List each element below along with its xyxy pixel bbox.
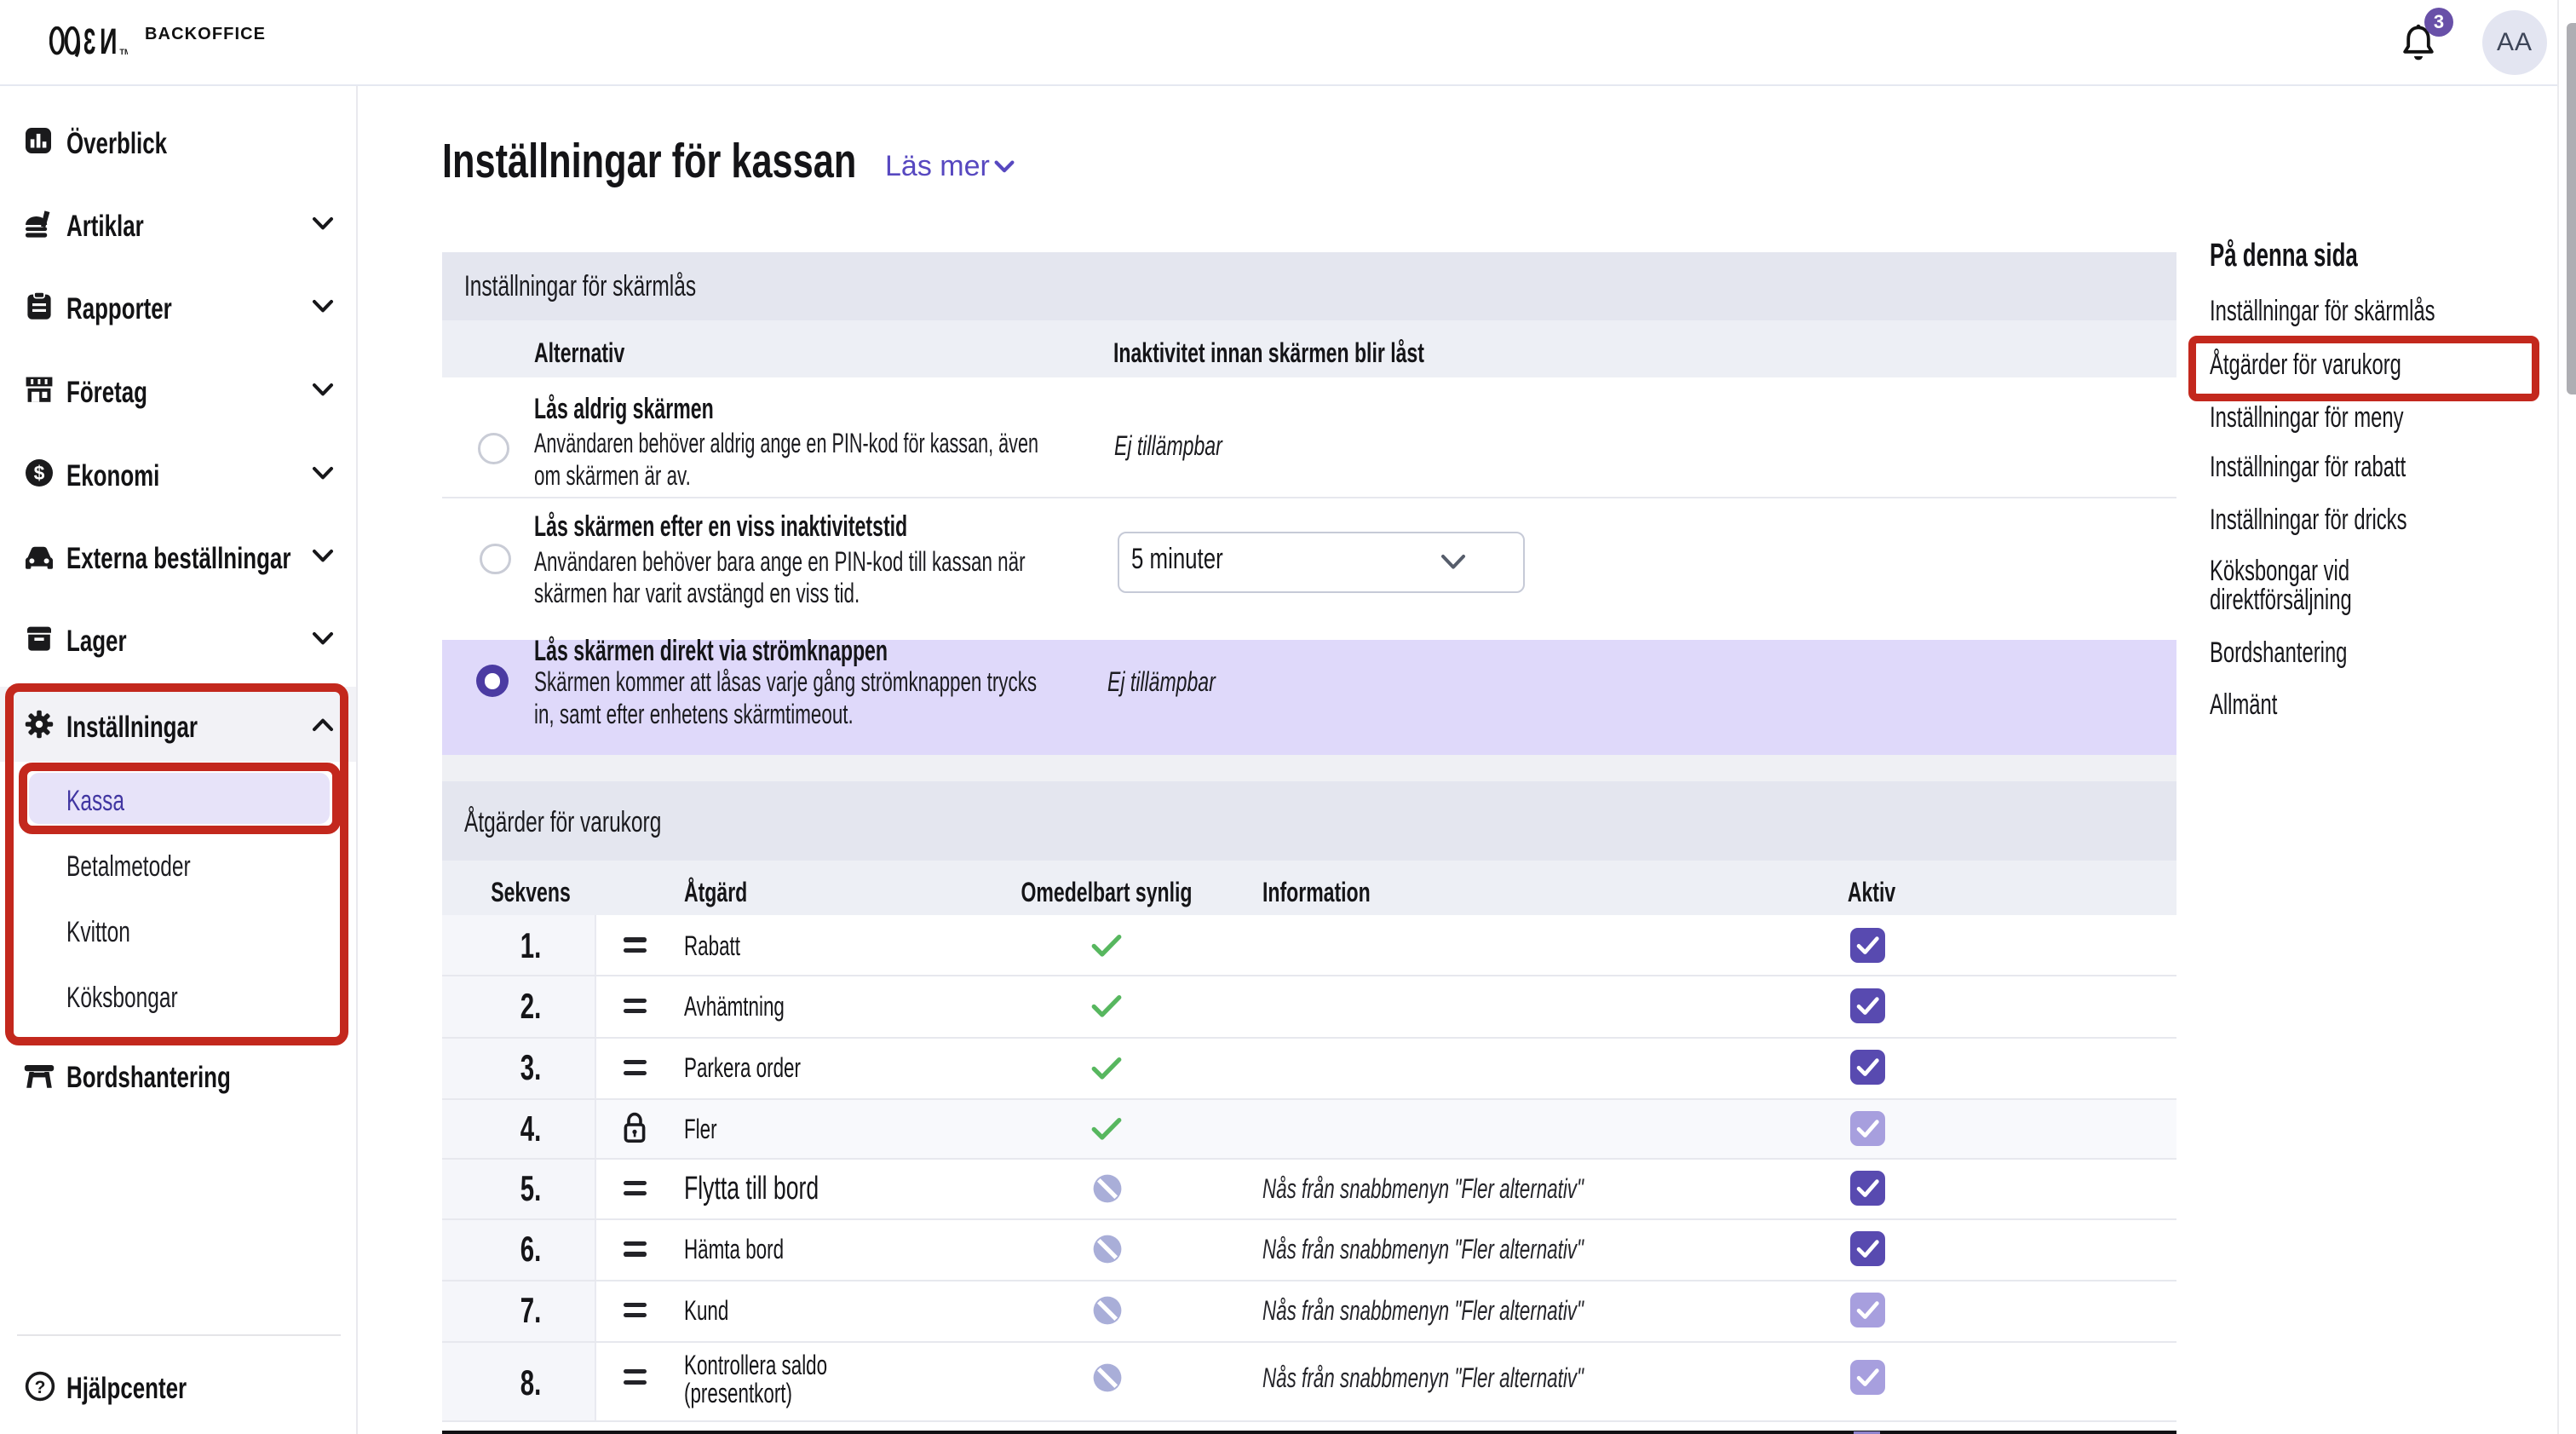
svg-text:3: 3	[83, 26, 95, 59]
svg-text:TM: TM	[119, 48, 128, 56]
svg-text:N: N	[100, 26, 117, 59]
svg-text:$: $	[34, 462, 45, 484]
svg-text:?: ?	[35, 1378, 46, 1397]
